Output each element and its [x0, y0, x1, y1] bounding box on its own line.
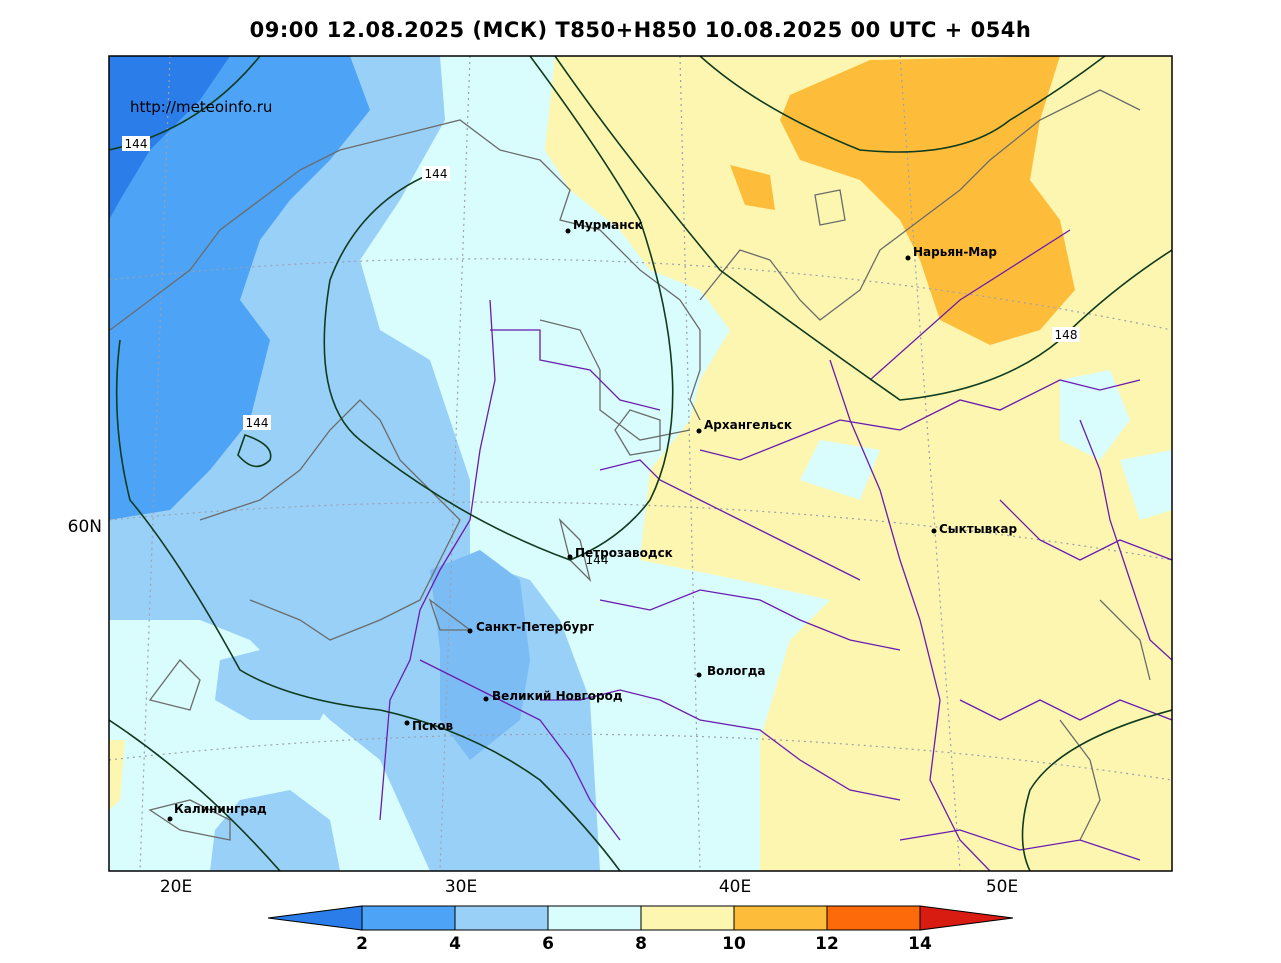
colorbar-tick: 14	[908, 934, 932, 954]
city-dot	[696, 672, 702, 678]
contour-label: 144	[246, 416, 269, 430]
city-dot	[905, 255, 911, 261]
contour-144-main	[323, 56, 674, 561]
colorbar-segment	[547, 905, 642, 931]
colorbar-left-arrow	[267, 905, 363, 931]
colorbar-segment	[733, 905, 828, 931]
city-dot	[931, 528, 937, 534]
coastlines	[109, 89, 1151, 841]
city-dot	[567, 554, 573, 560]
colorbar-tick: 12	[815, 934, 839, 954]
height-contours	[109, 56, 1172, 871]
contour-se	[1021, 709, 1172, 871]
colorbar-segment	[640, 905, 735, 931]
colorbar: 2 4 6 8 10 12 14	[267, 905, 1014, 954]
contour-label: 144	[125, 137, 148, 151]
field-10-12	[780, 56, 1075, 345]
city-dot	[483, 696, 489, 702]
field-4-6-b	[215, 640, 340, 720]
contour-labels: 144 144 144 148 144	[122, 136, 1080, 567]
field-8-10-west	[109, 740, 125, 810]
contour-label: 144	[425, 167, 448, 181]
field-6-8-east	[1060, 370, 1130, 460]
city-label: Нарьян-Мар	[913, 245, 997, 259]
colorbar-segment	[361, 905, 456, 931]
city-label: Великий Новгород	[492, 689, 623, 703]
colorbar-right-arrow	[919, 905, 1014, 931]
colorbar-segment	[454, 905, 549, 931]
field-0-2	[109, 56, 230, 220]
field-10-12-b	[730, 165, 775, 210]
city-dot	[467, 628, 473, 634]
map-frame	[108, 55, 1173, 872]
city-label: Псков	[412, 719, 454, 733]
contour-144-south	[115, 339, 621, 871]
city-label: Мурманск	[573, 218, 643, 232]
colorbar-tick: 10	[722, 934, 746, 954]
chart-title: 09:00 12.08.2025 (МСК) T850+H850 10.08.2…	[249, 18, 1032, 42]
field-2-4	[109, 56, 370, 520]
city-label: Петрозаводск	[575, 546, 673, 560]
lon-label: 20E	[160, 877, 192, 897]
lon-label: 30E	[445, 877, 477, 897]
city-label: Сыктывкар	[939, 522, 1017, 536]
city-label: Калининград	[174, 802, 267, 816]
city-dot	[404, 720, 410, 726]
contour-label: 148	[1055, 328, 1078, 342]
watermark-url: http://meteoinfo.ru	[130, 98, 272, 116]
city-dot	[167, 816, 173, 822]
field-4-6-c	[210, 790, 340, 871]
graticule	[109, 56, 1172, 871]
city-label: Архангельск	[704, 418, 792, 432]
colorbar-segment	[826, 905, 921, 931]
colorbar-tick: 6	[542, 934, 554, 954]
contour-148-north	[699, 56, 1106, 153]
field-6-8-mid	[800, 440, 880, 500]
city-dot	[565, 228, 571, 234]
contour-144-west	[237, 433, 272, 468]
city-label: Вологда	[707, 664, 765, 678]
lon-label: 40E	[719, 877, 751, 897]
colorbar-tick: 2	[356, 934, 368, 954]
borders	[379, 229, 1172, 871]
field-2-4-lake	[430, 550, 530, 760]
colorbar-tick: 4	[449, 934, 461, 954]
lon-label: 50E	[986, 877, 1018, 897]
city-label: Санкт-Петербург	[476, 620, 594, 634]
temperature-field	[109, 56, 1172, 871]
field-6-8-east-b	[1120, 450, 1172, 520]
contour-148	[554, 56, 1172, 401]
cities: Мурманск Нарьян-Мар Архангельск Сыктывка…	[167, 218, 1017, 822]
city-dot	[696, 428, 702, 434]
colorbar-tick: 8	[635, 934, 647, 954]
contour-label: 144	[586, 553, 609, 567]
lat-label: 60N	[68, 517, 102, 537]
contour-144-sw	[109, 719, 281, 871]
